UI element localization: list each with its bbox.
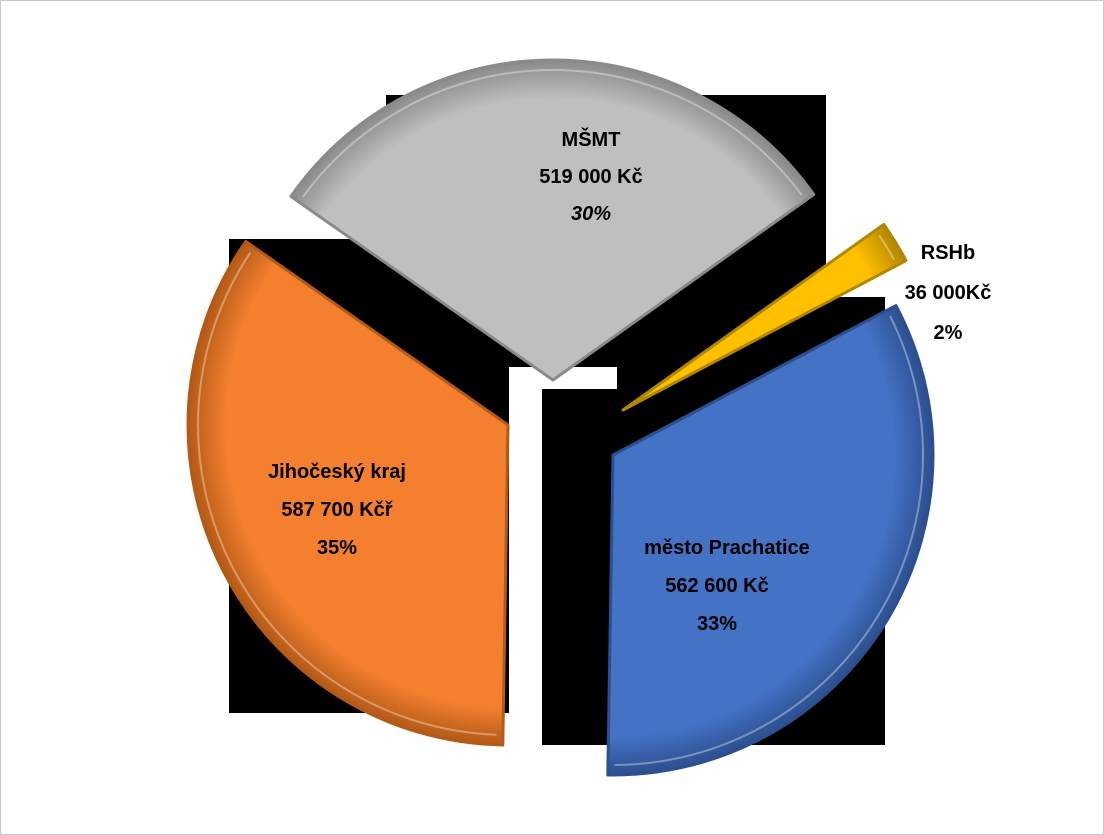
label-name: Jihočeský kraj [268,461,406,483]
label-value: 519 000 Kč [539,166,642,188]
slice-label-rshb: RSHb 36 000Kč 2% [905,242,992,344]
pie-slice-highlight-rshb [878,235,895,261]
label-value: 587 700 Kčř [281,499,392,521]
pie-slice-highlight-msmt [302,69,803,198]
pie-slice-highlight-prachatice [614,315,924,766]
pie-slice-msmt [289,58,816,382]
label-name: MŠMT [562,127,621,151]
label-name: město Prachatice [644,537,810,559]
label-name: RSHb [921,242,975,264]
slice-label-prachatice: město Prachatice 562 600 Kč 33% [644,537,810,635]
label-percent: 33% [697,613,737,635]
slice-label-msmt: MŠMT 519 000 Kč 30% [539,127,642,225]
label-value: 562 600 Kč [665,575,768,597]
pie-slice-jihocesky [186,239,510,747]
pie-slice-prachatice [606,304,935,777]
label-percent: 30% [571,203,611,225]
label-percent: 2% [934,322,963,344]
pie-slice-highlight-jihocesky [197,251,497,736]
pie-slices [186,58,935,777]
slice-label-jihocesky: Jihočeský kraj 587 700 Kčř 35% [268,461,406,559]
label-percent: 35% [317,537,357,559]
pie-slice-rshb [621,222,908,412]
label-value: 36 000Kč [905,282,992,304]
